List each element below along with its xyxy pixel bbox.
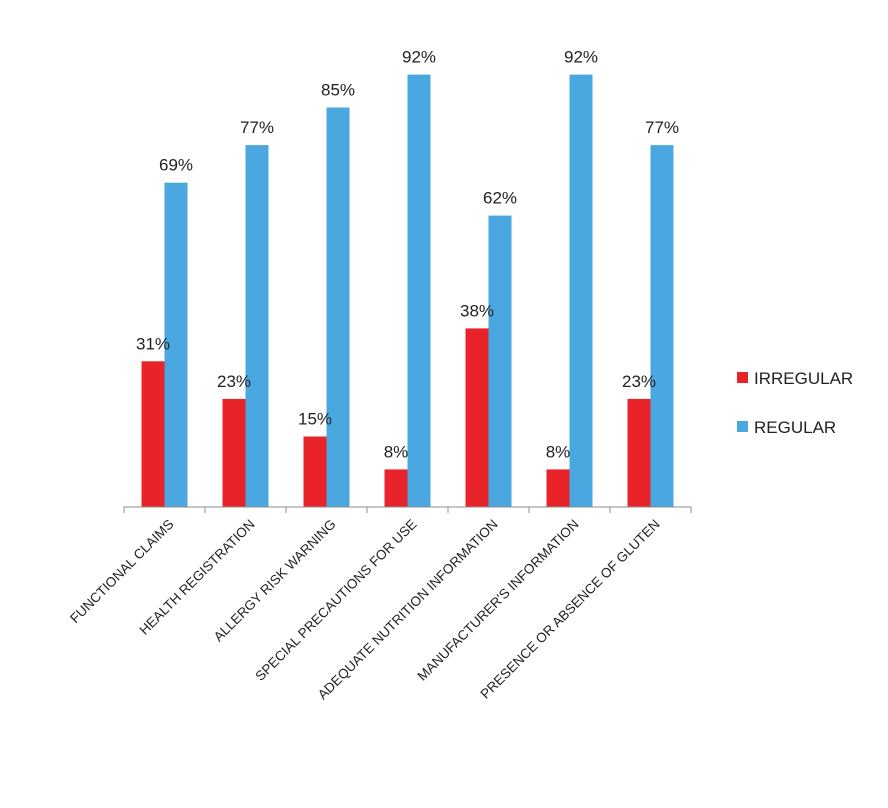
bar-irregular-5: [465, 328, 489, 507]
legend-swatch-irregular: [737, 372, 748, 383]
data-labels-group: 31% 69% 23% 77% 15% 85% 8% 92% 38% 62% 8% 92% 23% 77%: [136, 48, 679, 462]
legend-label-regular: REGULAR: [754, 418, 836, 437]
x-axis: [123, 506, 692, 513]
bar-irregular-2: [222, 398, 246, 507]
legend: IRREGULAR REGULAR: [737, 369, 853, 437]
bar-regular-6: [569, 74, 593, 507]
bar-irregular-3: [303, 436, 327, 507]
data-label-regular-3: 85%: [321, 81, 355, 100]
bar-irregular-4: [384, 469, 408, 507]
bar-regular-5: [488, 215, 512, 507]
bar-regular-3: [326, 107, 350, 507]
x-tick-label-7: PRESENCE OR ABSENCE OF GLUTEN: [477, 517, 662, 702]
data-label-irregular-5: 38%: [460, 301, 494, 320]
data-label-regular-2: 77%: [240, 118, 274, 137]
bar-regular-7: [650, 145, 674, 507]
x-tick-label-5: ADEQUATE NUTRITION INFORMATION: [315, 517, 501, 703]
data-label-regular-4: 92%: [402, 48, 436, 67]
data-label-regular-1: 69%: [159, 156, 193, 175]
data-label-irregular-7: 23%: [622, 372, 656, 391]
data-label-regular-6: 92%: [564, 48, 598, 67]
bar-regular-4: [407, 74, 431, 507]
legend-label-irregular: IRREGULAR: [754, 369, 853, 388]
x-tick-label-6: MANUFACTURER'S INFORMATION: [415, 517, 582, 684]
data-label-irregular-6: 8%: [546, 442, 571, 461]
legend-swatch-regular: [737, 421, 748, 432]
bar-irregular-7: [627, 398, 651, 507]
data-label-irregular-3: 15%: [298, 410, 332, 429]
data-label-irregular-4: 8%: [384, 442, 409, 461]
data-label-irregular-1: 31%: [136, 334, 170, 353]
data-label-regular-7: 77%: [645, 118, 679, 137]
data-label-regular-5: 62%: [483, 189, 517, 208]
bar-regular-1: [164, 182, 188, 507]
bar-irregular-1: [141, 361, 165, 507]
data-label-irregular-2: 23%: [217, 372, 251, 391]
bars-group: [141, 74, 674, 507]
bar-regular-2: [245, 145, 269, 507]
x-tick-label-4: SPECIAL PRECAUTIONS FOR USE: [252, 517, 419, 684]
bar-irregular-6: [546, 469, 570, 507]
